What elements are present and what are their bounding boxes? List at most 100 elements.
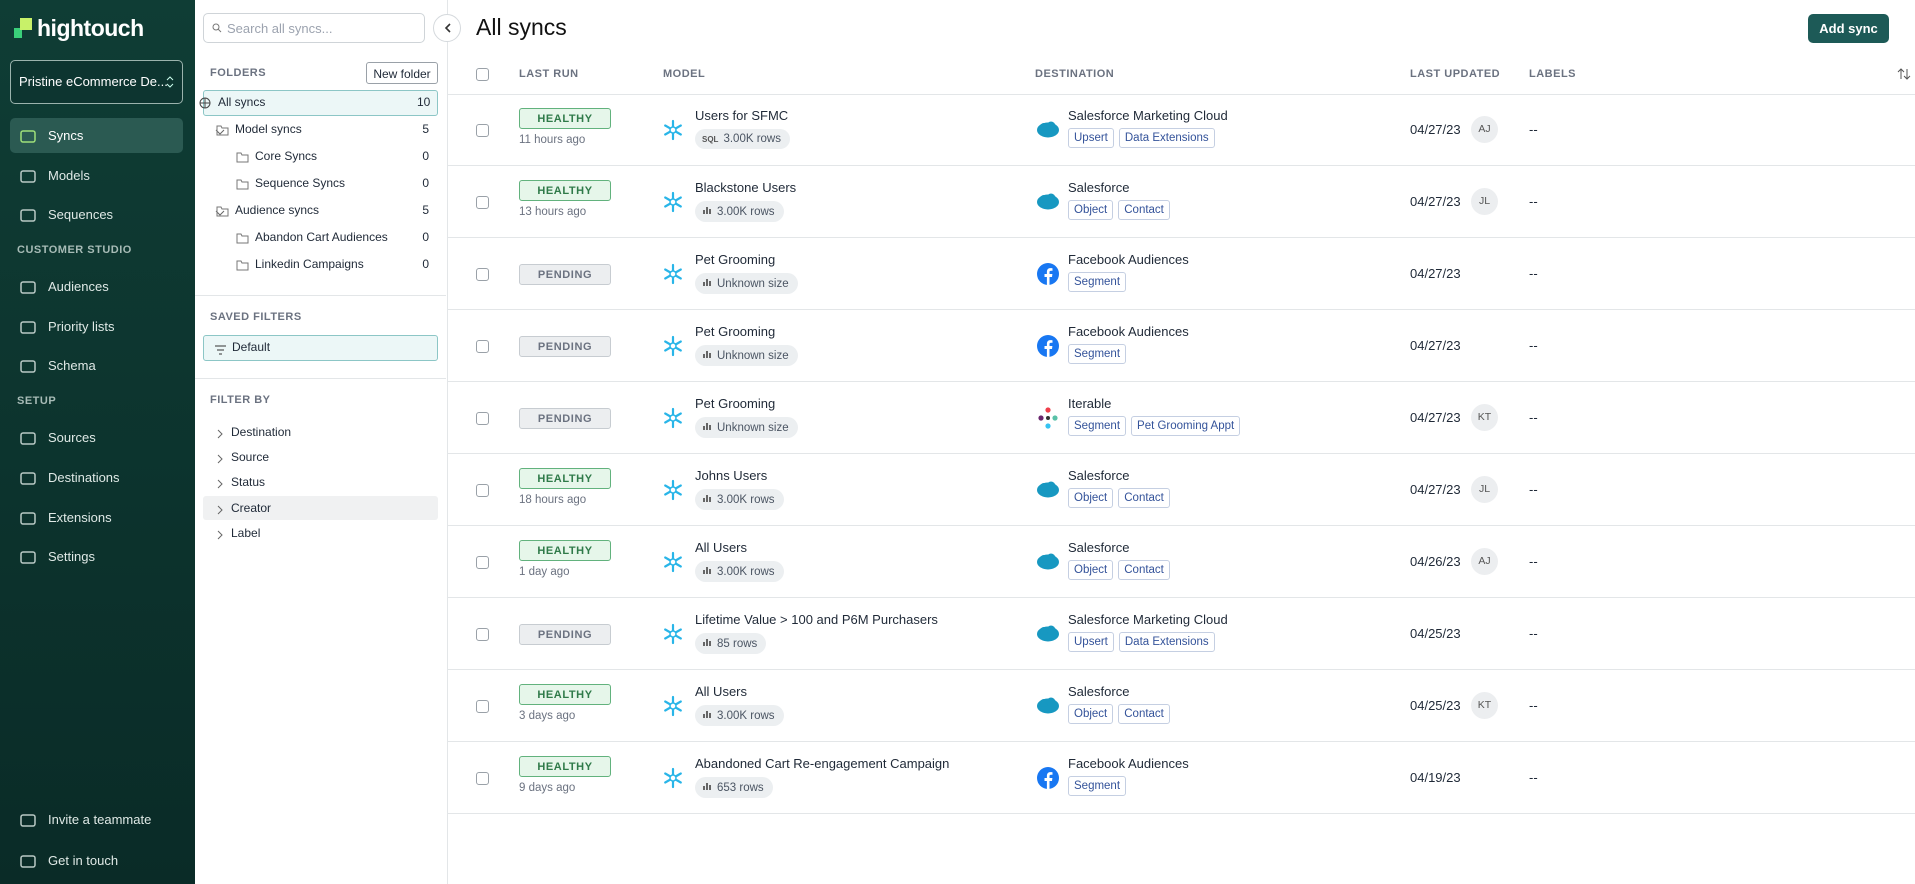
row-checkbox[interactable] bbox=[476, 628, 489, 641]
destination-name[interactable]: Facebook Audiences bbox=[1068, 324, 1189, 339]
nav-item[interactable]: Get in touch bbox=[48, 853, 119, 868]
nav-icon bbox=[19, 207, 37, 226]
sync-row[interactable]: HEALTHY 3 days ago All Users 3.00K rows Sale… bbox=[447, 670, 1915, 742]
model-name[interactable]: Blackstone Users bbox=[695, 180, 797, 195]
nav-icon bbox=[19, 279, 37, 298]
model-size: Unknown size bbox=[695, 345, 798, 366]
model-name[interactable]: Pet Grooming bbox=[695, 324, 776, 339]
nav-item[interactable]: Schema bbox=[48, 358, 96, 373]
nav-item[interactable]: Syncs bbox=[48, 128, 84, 143]
nav-item[interactable]: Models bbox=[48, 168, 90, 183]
nav-item[interactable]: Destinations bbox=[48, 470, 120, 485]
size-svg bbox=[703, 423, 711, 430]
destination-name[interactable]: Facebook Audiences bbox=[1068, 252, 1189, 267]
model-name[interactable]: Users for SFMC bbox=[695, 108, 789, 123]
nav-item[interactable]: Extensions bbox=[48, 510, 112, 525]
nav-active bbox=[10, 118, 183, 153]
saved-filter[interactable]: Default bbox=[232, 340, 271, 354]
nav-icon bbox=[19, 812, 37, 831]
model-name[interactable]: Abandoned Cart Re-engagement Campaign bbox=[695, 756, 950, 771]
search-icon bbox=[212, 23, 222, 33]
sync-row[interactable]: PENDING Pet Grooming Unknown size Facebook … bbox=[447, 238, 1915, 310]
folder-name[interactable]: Sequence Syncs bbox=[255, 176, 346, 190]
sort-icon[interactable] bbox=[1897, 67, 1911, 81]
destination-name[interactable]: Salesforce bbox=[1068, 180, 1130, 195]
tag: Object bbox=[1068, 200, 1114, 220]
folder-name[interactable]: Linkedin Campaigns bbox=[255, 257, 364, 271]
nav-icon bbox=[19, 128, 37, 147]
expand-icon-svg bbox=[217, 454, 223, 464]
row-checkbox[interactable] bbox=[476, 124, 489, 137]
destination-name[interactable]: Salesforce bbox=[1068, 468, 1130, 483]
filter-item[interactable]: Status bbox=[231, 475, 266, 489]
sync-row[interactable]: HEALTHY 11 hours ago Users for SFMC SQL 3.00… bbox=[447, 94, 1915, 166]
model-name[interactable]: Pet Grooming bbox=[695, 252, 776, 267]
sync-row[interactable]: PENDING Pet Grooming Unknown size Iterable S… bbox=[447, 382, 1915, 454]
row-checkbox[interactable] bbox=[476, 196, 489, 209]
row-checkbox[interactable] bbox=[476, 412, 489, 425]
nav-item[interactable]: Sources bbox=[48, 430, 96, 445]
sync-row[interactable]: HEALTHY 1 day ago All Users 3.00K rows Sales… bbox=[447, 526, 1915, 598]
folder-name[interactable]: Model syncs bbox=[235, 122, 302, 136]
folder-name[interactable]: All syncs bbox=[218, 95, 266, 109]
nav-item[interactable]: Audiences bbox=[48, 279, 109, 294]
row-checkbox[interactable] bbox=[476, 484, 489, 497]
section-title: FOLDERS bbox=[210, 67, 267, 79]
select-icon bbox=[166, 76, 174, 88]
select-all-checkbox[interactable] bbox=[476, 68, 489, 81]
sync-row[interactable]: HEALTHY 9 days ago Abandoned Cart Re-engag… bbox=[447, 742, 1915, 814]
destination-name[interactable]: Salesforce Marketing Cloud bbox=[1068, 612, 1228, 627]
filter-item[interactable]: Label bbox=[231, 526, 261, 540]
model-name[interactable]: All Users bbox=[695, 684, 748, 699]
model-name[interactable]: Pet Grooming bbox=[695, 396, 776, 411]
destination-name[interactable]: Facebook Audiences bbox=[1068, 756, 1189, 771]
destination-tags: Object Contact bbox=[1068, 488, 1175, 508]
search-box[interactable]: Search all syncs... bbox=[203, 13, 425, 43]
workspace-select[interactable]: Pristine eCommerce De... bbox=[10, 60, 183, 104]
table-header bbox=[447, 55, 1915, 95]
row-checkbox[interactable] bbox=[476, 340, 489, 353]
model-name[interactable]: All Users bbox=[695, 540, 748, 555]
row-checkbox[interactable] bbox=[476, 772, 489, 785]
saved-filter-box[interactable] bbox=[203, 335, 438, 361]
row-checkbox[interactable] bbox=[476, 700, 489, 713]
destination-icon-svg bbox=[1037, 121, 1059, 138]
nav-item[interactable]: Settings bbox=[48, 549, 95, 564]
new-folder-button[interactable]: New folder bbox=[366, 62, 438, 84]
nav-item[interactable]: Invite a teammate bbox=[48, 812, 152, 827]
folder-count: 0 bbox=[422, 176, 429, 190]
labels: -- bbox=[1529, 122, 1538, 137]
destination-name[interactable]: Salesforce Marketing Cloud bbox=[1068, 108, 1228, 123]
add-sync-button[interactable]: Add sync bbox=[1808, 14, 1889, 43]
folder-name[interactable]: Abandon Cart Audiences bbox=[255, 230, 388, 244]
model-icon bbox=[662, 695, 684, 720]
destination-name[interactable]: Salesforce bbox=[1068, 540, 1130, 555]
collapse-button[interactable] bbox=[433, 14, 461, 42]
destination-name[interactable]: Iterable bbox=[1068, 396, 1112, 411]
row-checkbox[interactable] bbox=[476, 268, 489, 281]
model-name[interactable]: Lifetime Value > 100 and P6M Purchasers bbox=[695, 612, 938, 627]
sync-row[interactable]: PENDING Lifetime Value > 100 and P6M Purc… bbox=[447, 598, 1915, 670]
nav-item[interactable]: Sequences bbox=[48, 207, 114, 222]
folder-icon-svg bbox=[216, 125, 229, 136]
last-run: 18 hours ago bbox=[519, 494, 587, 506]
sync-row[interactable]: HEALTHY 18 hours ago Johns Users 3.00K rows… bbox=[447, 454, 1915, 526]
destination-name[interactable]: Salesforce bbox=[1068, 684, 1130, 699]
sync-row[interactable]: HEALTHY 13 hours ago Blackstone Users 3.00K… bbox=[447, 166, 1915, 238]
folder-name[interactable]: Core Syncs bbox=[255, 149, 318, 163]
size-svg bbox=[703, 639, 711, 646]
column-header: MODEL bbox=[663, 68, 706, 80]
model-name[interactable]: Johns Users bbox=[695, 468, 768, 483]
filter-item[interactable]: Destination bbox=[231, 425, 292, 439]
expand-icon-svg bbox=[217, 429, 223, 439]
nav-item[interactable]: Priority lists bbox=[48, 319, 115, 334]
labels: -- bbox=[1529, 626, 1538, 641]
filter-item[interactable]: Source bbox=[231, 450, 270, 464]
destination-tags: Object Contact bbox=[1068, 560, 1175, 580]
sync-row[interactable]: PENDING Pet Grooming Unknown size Facebook … bbox=[447, 310, 1915, 382]
filter-item[interactable]: Creator bbox=[231, 501, 272, 515]
folder-name[interactable]: Audience syncs bbox=[235, 203, 320, 217]
row-checkbox[interactable] bbox=[476, 556, 489, 569]
size-svg bbox=[703, 783, 711, 790]
